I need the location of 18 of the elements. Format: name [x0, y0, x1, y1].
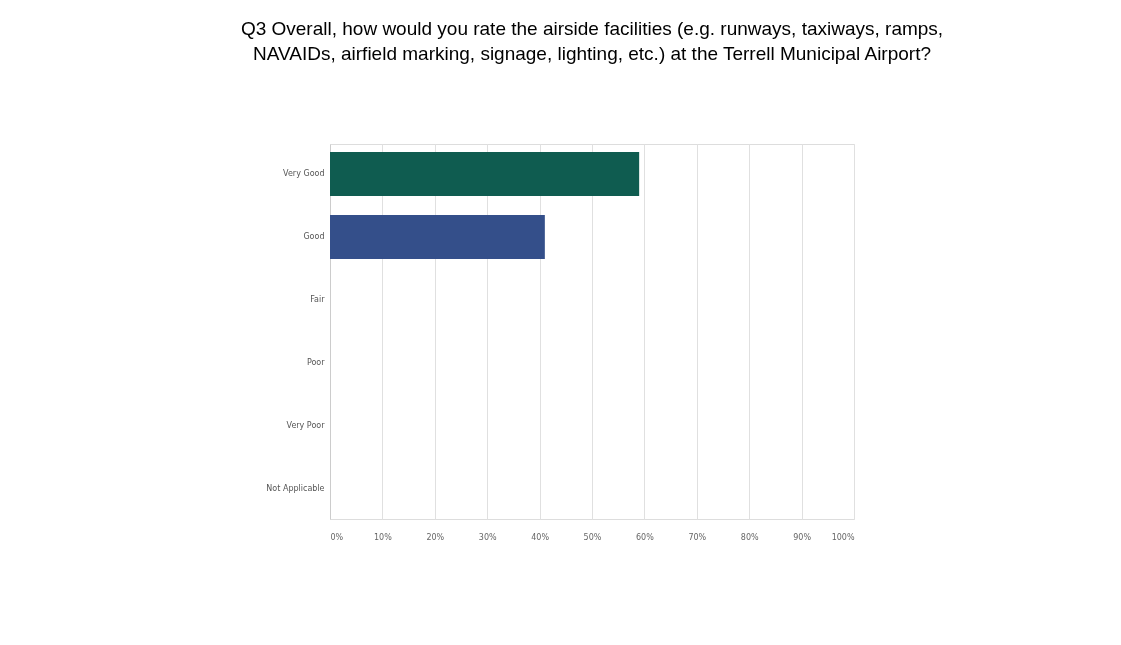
x-tick-label: 10%: [374, 532, 393, 542]
x-tick-label: 100%: [831, 532, 855, 542]
y-tick-label: Poor: [306, 358, 326, 368]
x-tick-label: 20%: [426, 532, 445, 542]
y-tick-label: Very Poor: [286, 421, 326, 431]
y-tick-label: Very Good: [283, 168, 325, 178]
x-tick-label: 60%: [636, 532, 655, 542]
chart-title: Q3 Overall, how would you rate the airside facilities (e.g. runways, taxiways, ramps, NAVAIDs, airfield marking, signage, lighting, etc.) at the Terrell Municipal Airport?: [240, 18, 944, 64]
x-tick-label: 90%: [793, 532, 812, 542]
x-tick-label: 80%: [740, 532, 759, 542]
y-tick-label: Fair: [310, 294, 326, 304]
x-tick-label: 0%: [330, 532, 344, 542]
x-tick-label: 40%: [531, 532, 550, 542]
x-tick-label: 70%: [688, 532, 707, 542]
y-tick-label: Not Applicable: [266, 484, 325, 494]
x-tick-label: 50%: [583, 532, 602, 542]
y-tick-label: Good: [303, 231, 325, 241]
x-tick-label: 30%: [478, 532, 497, 542]
